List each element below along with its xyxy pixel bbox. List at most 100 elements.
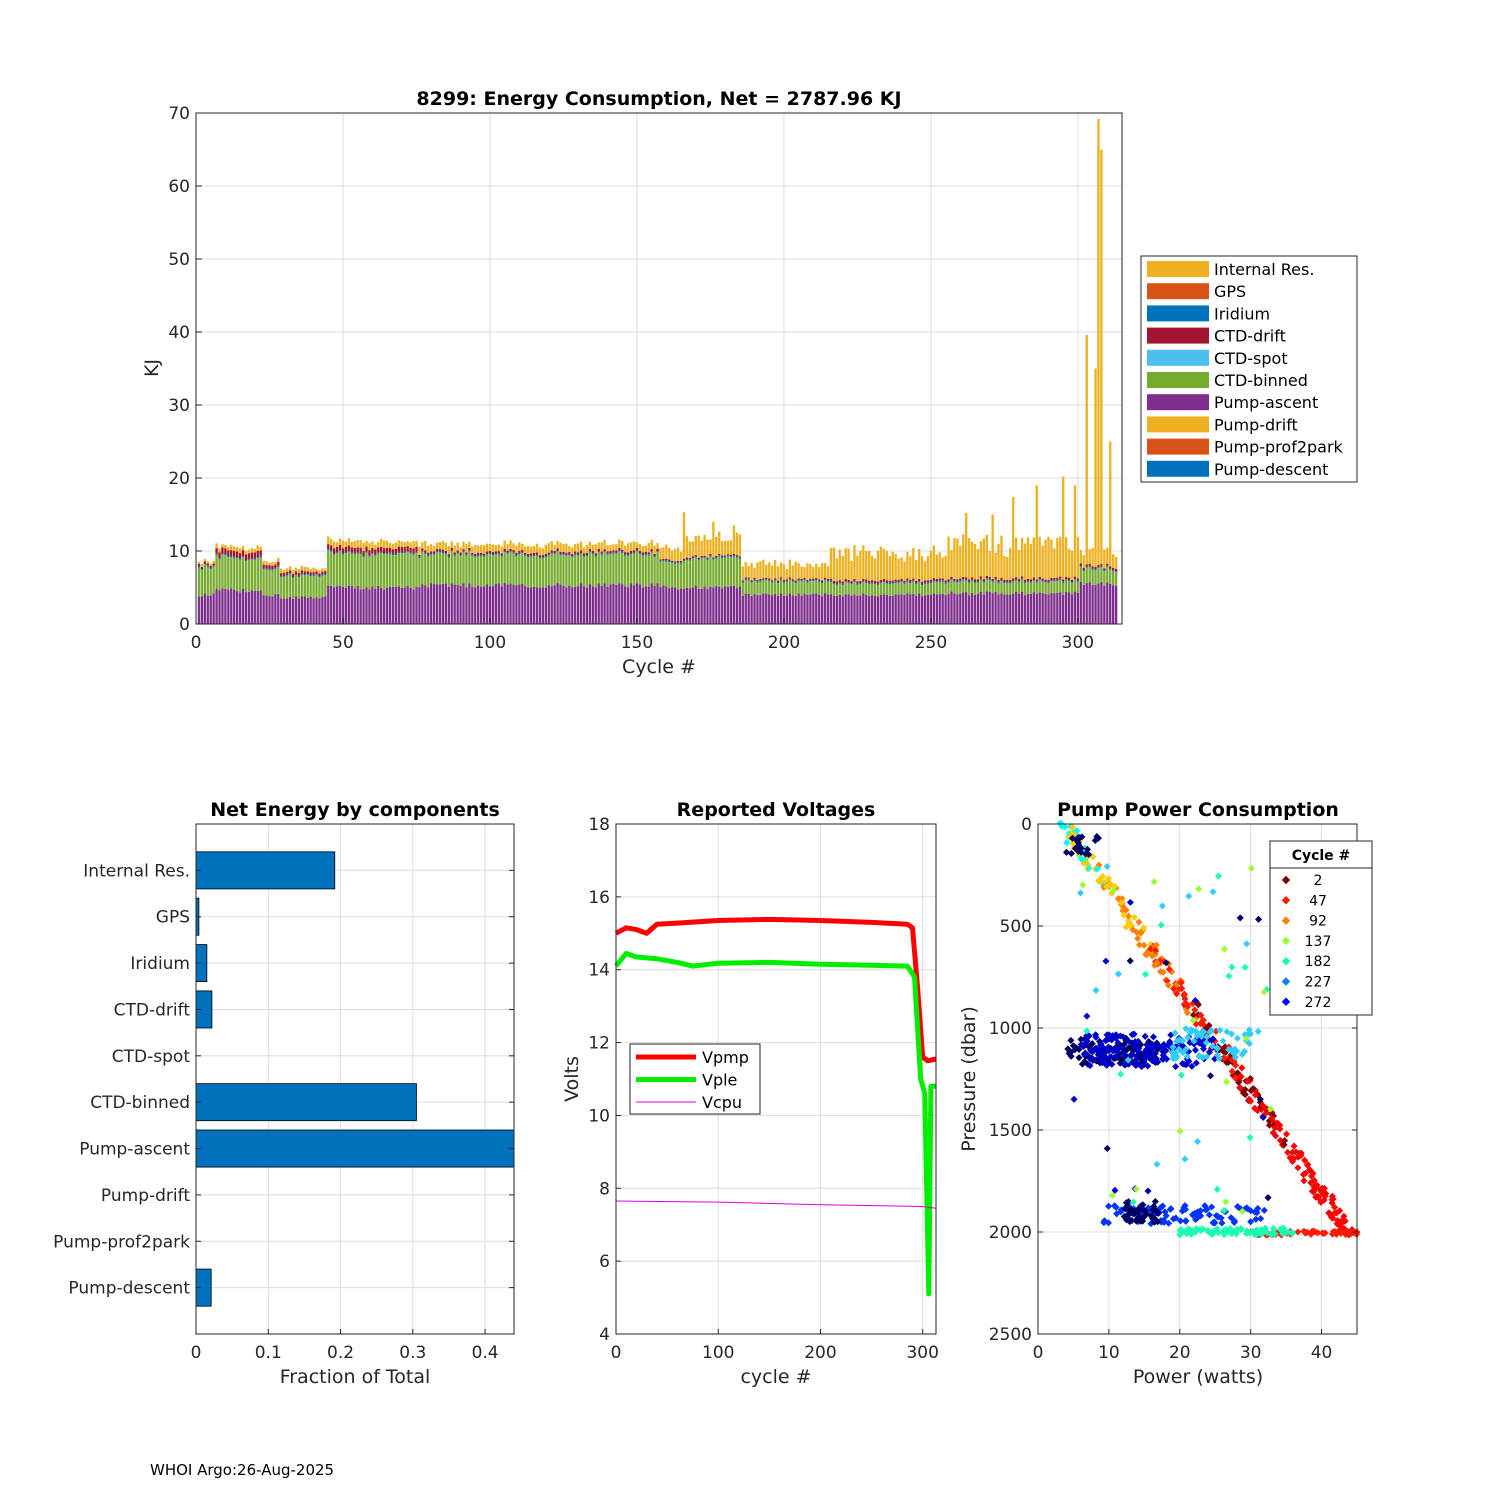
pump-power-legend-label: 92 [1309,914,1327,930]
energy-bar-segment [647,554,650,556]
energy-bar-segment [377,552,380,554]
energy-bar-segment [1050,577,1053,581]
energy-bar-segment [465,552,468,555]
energy-ytick-label: 30 [168,396,190,416]
energy-bar-segment [809,581,812,595]
energy-bar-segment [891,580,894,583]
energy-bar-segment [447,554,450,557]
energy-bar-segment [479,554,483,556]
energy-bar-segment [377,547,380,553]
energy-bar-segment [385,540,389,548]
energy-bar-segment [209,568,212,570]
energy-bar-segment [597,551,600,553]
energy-bar-segment [403,552,406,588]
energy-bar-segment [688,541,692,558]
energy-bar-segment [1079,563,1083,566]
components-title: Net Energy by components [210,799,500,821]
energy-bar-segment [832,583,836,585]
energy-bar-segment [809,580,812,582]
energy-bar-segment [444,553,448,555]
energy-bar-segment [682,560,686,562]
voltages-xtick-label: 200 [804,1343,836,1363]
energy-bar-segment [209,569,212,596]
energy-bar-segment [800,595,803,624]
energy-bar-segment [274,561,277,565]
energy-bar-segment [380,546,383,552]
energy-bar-segment [879,580,883,583]
energy-bar-segment [920,581,924,584]
energy-bar-segment [638,553,642,555]
energy-bar-segment [1023,581,1027,583]
energy-bar-segment [1064,537,1068,578]
energy-bar-segment [238,553,242,559]
energy-bar-segment [806,563,809,581]
energy-bar-segment [559,584,562,624]
energy-bar-segment [915,559,918,581]
energy-bar-segment [615,552,618,554]
energy-bar-segment [1106,547,1109,564]
energy-bar-segment [694,536,697,556]
energy-bar-segment [935,578,938,582]
energy-bar-segment [1041,578,1044,581]
energy-bar-segment [382,553,386,555]
energy-legend-swatch [1147,372,1209,388]
energy-bar-segment [1032,580,1035,593]
energy-bar-segment [862,545,865,579]
energy-bar-segment [427,554,430,556]
energy-bar-segment [820,596,824,624]
energy-bar-segment [524,586,527,624]
energy-bar-segment [982,582,986,595]
energy-bar-segment [779,578,783,580]
energy-bar-segment [512,553,515,585]
energy-bar-segment [418,554,421,557]
energy-bar-segment [394,554,398,587]
energy-bar-segment [820,563,824,581]
energy-bar-segment [197,563,201,567]
energy-bar-segment [212,565,215,567]
energy-bar-segment [679,562,683,564]
energy-bar-segment [1112,554,1115,568]
energy-bar-segment [418,546,421,555]
energy-bar-segment [759,581,762,596]
energy-bar-segment [238,558,242,560]
energy-bar-segment [894,581,897,583]
energy-bar-segment [712,587,715,624]
energy-bar-segment [685,557,689,559]
energy-bar-segment [1053,593,1056,624]
energy-bar-segment [853,545,856,580]
energy-bar-segment [882,582,886,595]
energy-bar-segment [1053,581,1056,594]
energy-bar-segment [768,579,771,581]
energy-bar-segment [521,543,524,550]
energy-bar-segment [950,549,953,577]
energy-bar-segment [718,531,721,554]
energy-bar-segment [527,545,530,554]
energy-bar-segment [394,542,398,549]
energy-bar-segment [1017,593,1021,624]
energy-bar-segment [803,577,806,580]
energy-bar-segment [794,561,797,581]
energy-bar-segment [665,544,668,559]
energy-bar-segment [932,580,936,582]
energy-bar-segment [447,546,450,555]
energy-bar-segment [547,552,550,555]
energy-bar-segment [350,541,353,548]
energy-bar-segment [903,561,906,581]
energy-bar-segment [259,557,262,591]
energy-bar-segment [885,551,889,581]
energy-bar-segment [247,549,251,554]
energy-bar-segment [582,586,586,624]
energy-bar-segment [612,583,615,624]
energy-bar-segment [1100,149,1103,564]
energy-bar-segment [994,579,997,581]
energy-bar-segment [1050,593,1053,624]
energy-bar-segment [703,558,706,587]
energy-bar-segment [594,587,597,624]
energy-bar-segment [900,578,903,582]
energy-bar-segment [509,552,512,584]
energy-bar-segment [288,570,292,574]
energy-bar-segment [474,544,477,554]
energy-bar-segment [653,585,656,624]
energy-bar-segment [994,552,997,577]
